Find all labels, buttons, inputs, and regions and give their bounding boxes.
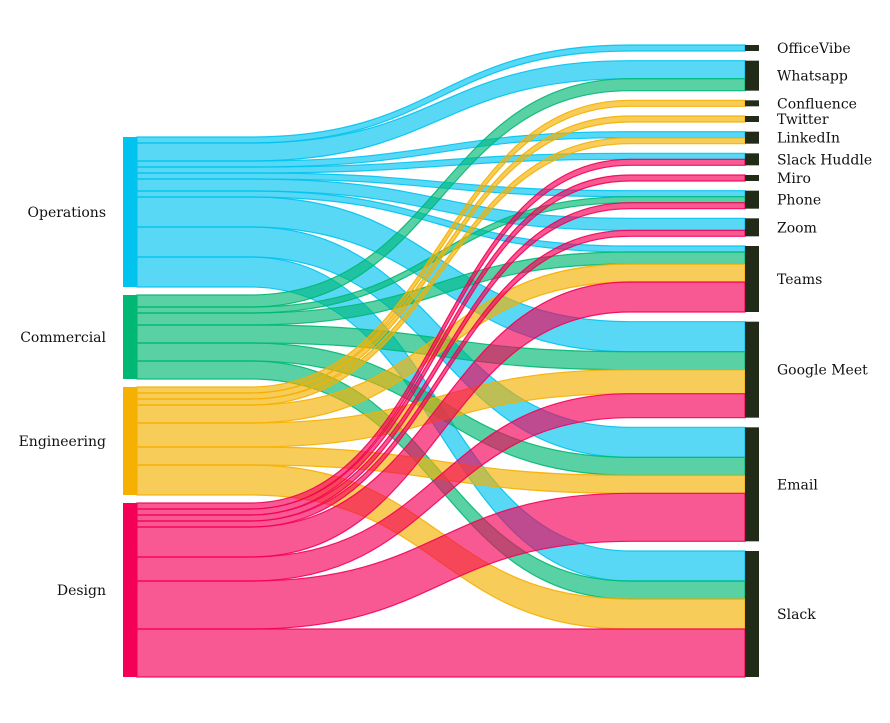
target-label: Teams [777, 272, 822, 288]
link-design-to-phone[interactable] [136, 202, 746, 522]
target-label: LinkedIn [777, 131, 840, 147]
link-engineering-to-linkedin[interactable] [136, 137, 746, 406]
target-node-phone[interactable] [745, 190, 759, 209]
target-node-slack[interactable] [745, 551, 759, 677]
nodes-layer [123, 45, 759, 677]
target-node-confluence[interactable] [745, 100, 759, 107]
source-node-operations[interactable] [123, 137, 137, 287]
link-design-to-google-meet[interactable] [136, 393, 746, 582]
source-node-commercial[interactable] [123, 295, 137, 379]
target-node-miro[interactable] [745, 175, 759, 181]
target-node-teams[interactable] [745, 246, 759, 312]
target-label: Phone [777, 193, 821, 209]
target-label: Miro [777, 171, 811, 187]
labels-layer: Operations Commercial Engineering Design Off… [19, 41, 873, 623]
target-label: Slack [777, 607, 816, 623]
target-label: Zoom [777, 220, 817, 236]
link-operations-to-officevibe[interactable] [136, 44, 746, 144]
source-label: Design [57, 583, 106, 599]
link-commercial-to-whatsapp[interactable] [136, 78, 746, 308]
source-node-design[interactable] [123, 503, 137, 677]
target-label: Whatsapp [777, 69, 848, 85]
target-label: Twitter [777, 112, 829, 128]
target-label: Confluence [777, 96, 857, 112]
source-label: Commercial [20, 330, 106, 346]
source-node-engineering[interactable] [123, 387, 137, 495]
links-layer [136, 44, 746, 678]
source-label: Operations [28, 205, 107, 221]
target-node-twitter[interactable] [745, 116, 759, 122]
target-node-slack-huddle[interactable] [745, 153, 759, 166]
target-label: Google Meet [777, 363, 868, 379]
target-node-google-meet[interactable] [745, 321, 759, 418]
target-node-whatsapp[interactable] [745, 60, 759, 91]
target-node-zoom[interactable] [745, 218, 759, 237]
target-node-email[interactable] [745, 427, 759, 542]
source-label: Engineering [19, 434, 106, 450]
target-label: OfficeVibe [777, 41, 851, 57]
link-design-to-slack[interactable] [136, 628, 746, 678]
target-label: Email [777, 477, 818, 493]
target-label: Slack Huddle [777, 152, 872, 168]
target-node-officevibe[interactable] [745, 45, 759, 51]
target-node-linkedin[interactable] [745, 131, 759, 144]
